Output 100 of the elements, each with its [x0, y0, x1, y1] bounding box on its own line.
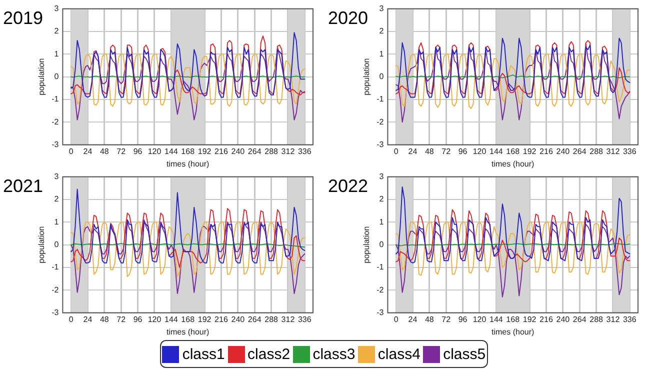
y-tick-label: 0: [379, 72, 384, 82]
y-tick-label: 1: [379, 217, 384, 226]
x-tick-label: 216: [214, 314, 228, 324]
y-tick-label: -1: [52, 94, 60, 104]
y-tick-label: 2: [379, 194, 384, 204]
y-tick-label: -3: [376, 308, 384, 318]
legend-label: class2: [248, 346, 290, 362]
x-tick-label: 96: [458, 314, 468, 324]
x-tick-label: 72: [116, 314, 126, 324]
x-tick-label: 168: [506, 314, 520, 324]
x-tick-label: 96: [133, 146, 143, 156]
legend-label: class3: [312, 346, 356, 362]
x-tick-label: 144: [489, 146, 504, 156]
x-tick-label: 216: [540, 314, 554, 324]
x-tick-label: 264: [248, 146, 262, 156]
x-tick-label: 192: [198, 146, 212, 156]
x-tick-label: 336: [622, 146, 637, 156]
x-tick-label: 288: [590, 146, 604, 156]
y-axis-title: population: [37, 58, 46, 96]
y-tick-label: 1: [379, 49, 384, 58]
x-tick-label: 72: [442, 314, 452, 324]
x-tick-label: 72: [442, 146, 452, 156]
y-tick-label: -2: [376, 117, 384, 126]
legend-label: class4: [378, 346, 420, 362]
x-tick-label: 240: [556, 314, 570, 324]
x-tick-label: 312: [281, 314, 296, 324]
x-tick-label: 48: [424, 146, 434, 156]
x-tick-label: 24: [408, 146, 418, 156]
y-tick-label: 1: [54, 49, 60, 58]
x-tick-label: 312: [281, 146, 296, 156]
x-tick-label: 192: [522, 314, 537, 324]
x-axis-title: times (hour): [492, 159, 535, 168]
y-tick-label: 3: [54, 4, 60, 14]
x-tick-label: 216: [540, 146, 554, 156]
y-axis-title: population: [37, 226, 46, 264]
x-tick-label: 264: [248, 314, 262, 324]
y-tick-label: 0: [54, 240, 60, 250]
x-tick-label: 48: [100, 146, 110, 156]
x-tick-label: 96: [458, 146, 468, 156]
x-tick-label: 120: [148, 146, 162, 156]
y-tick-label: 3: [379, 172, 384, 182]
x-tick-label: 312: [606, 314, 620, 324]
x-tick-label: 216: [214, 146, 228, 156]
x-tick-label: 144: [164, 146, 178, 156]
x-tick-label: 240: [231, 314, 246, 324]
chart-title: 2020: [328, 8, 368, 29]
y-tick-label: -3: [52, 140, 60, 150]
x-axis-title: times (hour): [166, 327, 210, 336]
x-tick-label: 0: [68, 146, 74, 156]
y-axis-title: population: [362, 226, 372, 264]
x-tick-label: 120: [148, 314, 162, 324]
x-tick-label: 192: [198, 314, 212, 324]
x-tick-label: 192: [522, 146, 537, 156]
x-tick-label: 168: [506, 146, 520, 156]
x-tick-label: 168: [181, 314, 196, 324]
y-tick-label: 3: [379, 4, 384, 14]
y-tick-label: -3: [376, 140, 384, 150]
x-tick-label: 264: [572, 314, 587, 324]
y-tick-label: -1: [52, 262, 60, 272]
x-tick-label: 168: [181, 146, 196, 156]
x-tick-label: 120: [472, 314, 487, 324]
legend-label: class1: [182, 346, 225, 362]
x-tick-label: 48: [100, 314, 110, 324]
y-tick-label: 2: [379, 26, 384, 36]
y-tick-label: -1: [376, 94, 384, 104]
x-axis-title: times (hour): [166, 159, 210, 168]
y-tick-label: -2: [52, 285, 60, 294]
x-axis-title: times (hour): [492, 327, 535, 336]
chart-title: 2021: [3, 176, 44, 197]
y-tick-label: -3: [52, 308, 60, 318]
x-tick-label: 24: [83, 146, 93, 156]
y-axis-title: population: [362, 58, 372, 96]
y-tick-label: -1: [376, 262, 384, 272]
x-tick-label: 288: [590, 314, 604, 324]
x-tick-label: 72: [116, 146, 126, 156]
x-tick-label: 144: [164, 314, 178, 324]
x-tick-label: 312: [606, 146, 620, 156]
y-tick-label: 1: [54, 217, 60, 226]
y-tick-label: 2: [54, 194, 60, 204]
y-tick-label: 0: [379, 240, 384, 250]
x-tick-label: 0: [394, 314, 399, 324]
x-tick-label: 336: [622, 314, 637, 324]
x-tick-label: 0: [394, 146, 399, 156]
y-tick-label: -2: [52, 117, 60, 126]
x-tick-label: 24: [83, 314, 93, 324]
x-tick-label: 240: [231, 146, 246, 156]
x-tick-label: 96: [133, 314, 143, 324]
x-tick-label: 264: [572, 146, 587, 156]
x-tick-label: 288: [264, 146, 279, 156]
x-tick-label: 288: [264, 314, 279, 324]
x-tick-label: 120: [472, 146, 487, 156]
y-tick-label: 2: [54, 26, 60, 36]
y-tick-label: 3: [54, 172, 60, 182]
x-tick-label: 336: [298, 314, 312, 324]
x-tick-label: 240: [556, 146, 570, 156]
x-tick-label: 48: [424, 314, 434, 324]
x-tick-label: 0: [68, 314, 74, 324]
legend-label: class5: [443, 346, 486, 362]
x-tick-label: 144: [489, 314, 504, 324]
chart-title: 2019: [3, 8, 44, 29]
